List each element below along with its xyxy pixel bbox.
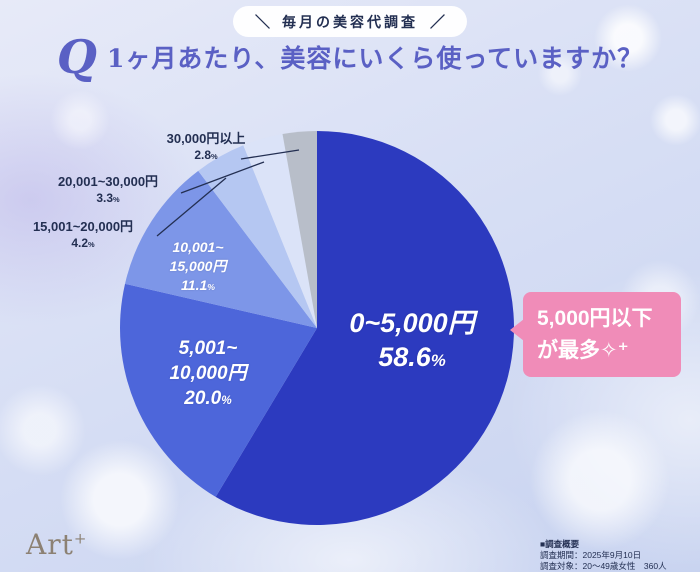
survey-overview: ■調査概要 調査期間：2025年9月10日 調査対象：20～49歳女性 360人… xyxy=(540,539,667,572)
badge-title: 毎月の美容代調査 xyxy=(282,13,418,30)
survey-period: 調査期間：2025年9月10日 xyxy=(540,550,642,561)
pct-sign: % xyxy=(88,240,95,249)
pct-value: 3.3 xyxy=(96,191,114,205)
page-title: Q 1ヶ月あたり、美容にいくら使っていますか？ xyxy=(0,34,700,80)
pie-label-line: 20,001~30,000円 xyxy=(57,174,159,189)
pie-label-pct: 58.6% xyxy=(328,340,496,378)
pie-label-30000-plus: 30,000円以上 2.8% xyxy=(148,131,264,165)
pie-slices xyxy=(120,131,515,525)
pie-label-pct: 2.8% xyxy=(148,147,264,165)
pie-slice-2 xyxy=(125,170,318,328)
badge-left-slash-icon: ＼ xyxy=(254,14,270,31)
q-mark-icon: Q xyxy=(56,30,97,84)
pct-value: 4.2 xyxy=(71,236,89,250)
pct-sign: % xyxy=(221,394,232,407)
pie-slice-3 xyxy=(198,145,317,328)
pct-value: 20.0 xyxy=(184,388,222,409)
pct-sign: % xyxy=(430,351,446,370)
pie-label-line: 30,000円以上 xyxy=(166,131,246,146)
survey-badge: ＼ 毎月の美容代調査 ／ xyxy=(232,6,468,37)
pie-label-line: 10,001~ xyxy=(172,239,224,255)
leader-line-20001-30000 xyxy=(180,161,265,194)
callout-arrow-icon xyxy=(510,319,524,341)
title-text: 1ヶ月あたり、美容にいくら使っていますか？ xyxy=(106,44,644,73)
pie-label-0-5000: 0~5,000円 58.6% xyxy=(328,306,496,378)
pie-slice-0 xyxy=(215,131,515,525)
pct-sign: % xyxy=(211,152,218,161)
logo-text: Art xyxy=(26,528,74,561)
pct-sign: % xyxy=(113,195,120,204)
callout-line: 5,000円以下 xyxy=(537,307,653,330)
pie-label-line: 5,001~ xyxy=(178,338,238,359)
pie-label-5001-10000: 5,001~ 10,000円 20.0% xyxy=(148,336,268,413)
callout-bubble: 5,000円以下 が最多✧⁺ xyxy=(510,292,681,377)
pie-slice-1 xyxy=(120,283,317,497)
pie-label-20001-30000: 20,001~30,000円 3.3% xyxy=(34,174,182,208)
pie-label-line: 10,000円 xyxy=(169,363,247,384)
pie-label-line: 15,001~20,000円 xyxy=(32,219,134,234)
survey-subjects: 調査対象：20～49歳女性 360人 xyxy=(540,561,667,572)
pie-slice-4 xyxy=(243,134,317,328)
pie-label-pct: 3.3% xyxy=(34,190,182,208)
badge-right-slash-icon: ／ xyxy=(430,14,446,31)
survey-heading: ■調査概要 xyxy=(540,539,580,549)
pie-slice-5 xyxy=(282,131,317,328)
pie-label-line: 15,000円 xyxy=(169,258,227,274)
leader-line-30000-plus xyxy=(240,149,300,160)
pct-value: 58.6 xyxy=(378,342,431,372)
logo-plus: + xyxy=(73,529,88,548)
pie-label-pct: 11.1% xyxy=(152,276,244,297)
pct-sign: % xyxy=(207,282,215,292)
leader-line-15001-20000 xyxy=(156,177,227,237)
pie-label-pct: 4.2% xyxy=(8,235,158,253)
pie-label-10001-15000: 10,001~ 15,000円 11.1% xyxy=(152,238,244,297)
pct-value: 11.1 xyxy=(181,277,208,293)
pie-label-line: 0~5,000円 xyxy=(349,308,475,338)
pct-value: 2.8 xyxy=(194,148,212,162)
pie-label-15001-20000: 15,001~20,000円 4.2% xyxy=(8,219,158,253)
brand-logo: Art+ xyxy=(26,528,87,561)
callout-line: が最多✧⁺ xyxy=(537,338,629,362)
pie-label-pct: 20.0% xyxy=(148,386,268,413)
